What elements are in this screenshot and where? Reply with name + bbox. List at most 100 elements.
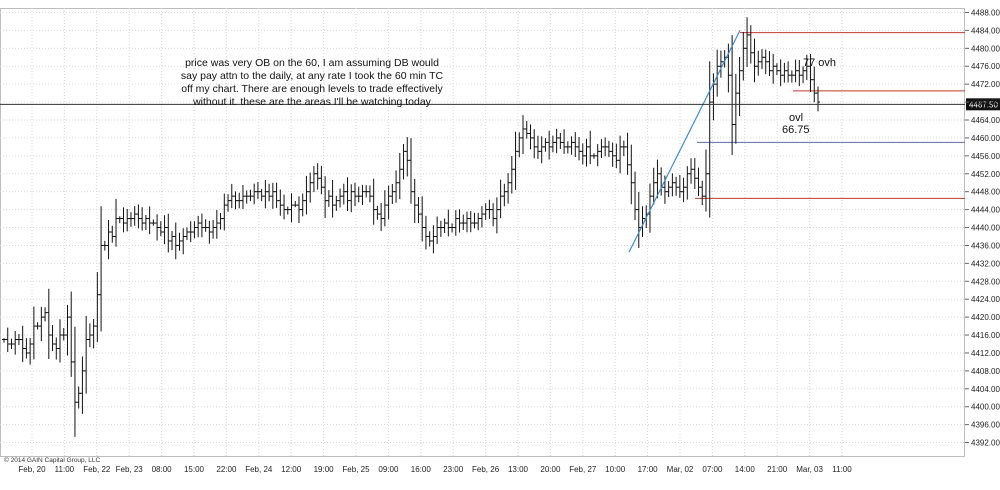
ohlc-bar (801, 66, 806, 84)
ohlc-bar (35, 322, 40, 330)
ohlc-bar (382, 190, 387, 227)
ohlc-bar (274, 182, 279, 208)
ohlc-bar (599, 139, 604, 158)
ohlc-bar (214, 209, 219, 239)
ohlc-bar (625, 132, 630, 175)
ohlc-bar (621, 140, 626, 157)
x-tick-label: 22:00 (216, 465, 237, 474)
ohlc-bar (386, 185, 391, 220)
y-tick-label: 4480.00 (971, 44, 1000, 53)
ohlc-bar (562, 129, 567, 154)
ohlc-bar (364, 185, 369, 198)
ohlc-bar (170, 230, 175, 251)
ohlc-bar (91, 318, 96, 349)
x-tick-label: Feb, 23 (116, 465, 144, 474)
ohlc-bar (69, 291, 74, 377)
ohlc-bar (110, 225, 115, 243)
ohlc-bar (39, 306, 44, 342)
ohlc-bar (513, 131, 518, 190)
ohlc-bar (703, 149, 708, 212)
ohlc-bar (748, 25, 753, 64)
ohlc-bar (9, 338, 14, 350)
ohlc-bar (147, 206, 152, 235)
x-tick-label: 19:00 (314, 465, 335, 474)
ohlc-bar (349, 184, 354, 213)
y-tick-label: 4460.00 (971, 134, 1000, 143)
ovl-label-line-1: ovl (789, 112, 803, 124)
ohlc-bar (416, 197, 421, 224)
y-tick-label: 4452.00 (971, 170, 1000, 179)
ohlc-bar (50, 325, 55, 352)
ohlc-bar (151, 219, 156, 226)
y-tick-label: 4440.00 (971, 224, 1000, 233)
ohlc-bar (409, 138, 413, 204)
ohlc-bar (244, 190, 249, 204)
ohlc-bar (494, 197, 499, 234)
ohlc-bar (670, 173, 675, 197)
ohlc-bar (804, 54, 809, 80)
y-tick-label: 4432.00 (971, 259, 1000, 268)
ohlc-bar (685, 166, 690, 200)
ohlc-bar (117, 216, 122, 224)
ohlc-bar (767, 51, 772, 77)
ohlc-bar (128, 212, 133, 227)
y-tick-label: 4468.00 (971, 98, 1000, 107)
ohlc-bar (491, 203, 496, 227)
ohlc-bar (188, 221, 193, 243)
ohlc-bar (730, 35, 735, 155)
ohlc-bar (360, 184, 365, 206)
ohlc-bar (278, 189, 283, 216)
ohlc-bar (54, 337, 59, 360)
ohlc-bar (535, 135, 540, 159)
ohlc-bar (677, 174, 682, 198)
ohlc-bar (326, 190, 331, 207)
ohlc-bar (136, 204, 141, 229)
ohlc-bar (718, 50, 723, 78)
ohlc-bar (371, 178, 376, 225)
ohlc-bar (689, 158, 694, 184)
y-tick-label: 4484.00 (971, 26, 1000, 35)
ohlc-bar (270, 182, 275, 209)
ohlc-bar (461, 214, 466, 231)
ohlc-bar (401, 144, 406, 180)
ohlc-bar (696, 167, 701, 197)
ohlc-bar (498, 179, 503, 219)
ohlc-bar (521, 115, 526, 155)
trendline (628, 30, 741, 253)
y-tick-label: 4400.00 (971, 403, 1000, 412)
ohlc-bar (252, 183, 257, 205)
ohlc-bar (629, 144, 634, 205)
ovh-label: 77 ovh (803, 57, 836, 69)
x-tick-label: Feb, 25 (342, 465, 370, 474)
ohlc-bar (196, 215, 201, 238)
ohlc-bar (554, 128, 559, 154)
ohlc-bar (771, 53, 776, 84)
x-tick-label: 10:00 (605, 465, 626, 474)
x-tick-label: Feb, 27 (569, 465, 597, 474)
x-tick-label: 08:00 (152, 465, 173, 474)
ohlc-bar (756, 50, 761, 76)
ohlc-bar (759, 49, 764, 70)
ohlc-bar (655, 159, 660, 199)
ohlc-bar (692, 158, 697, 190)
ohlc-bar (28, 338, 33, 365)
ohlc-bar (282, 194, 287, 220)
ohlc-bar (192, 221, 197, 239)
ohlc-bar (24, 338, 29, 359)
ohlc-bar (95, 272, 100, 342)
ohlc-bar (211, 219, 216, 239)
x-tick-label: 07:00 (702, 465, 723, 474)
ohlc-bar (816, 86, 820, 112)
y-tick-label: 4456.00 (971, 152, 1000, 161)
x-tick-label: 17:00 (638, 465, 659, 474)
y-tick-label: 4444.00 (971, 206, 1000, 215)
ohlc-bar (259, 188, 264, 202)
ohlc-bar (46, 288, 51, 359)
ohlc-bar (509, 155, 514, 194)
ohlc-bar (741, 31, 746, 81)
ovl-label-line-2: 66.75 (782, 124, 810, 136)
ohlc-bar (80, 356, 85, 414)
ohlc-bar (341, 183, 346, 205)
ohlc-bar (132, 206, 137, 226)
ohlc-bar (577, 136, 582, 161)
